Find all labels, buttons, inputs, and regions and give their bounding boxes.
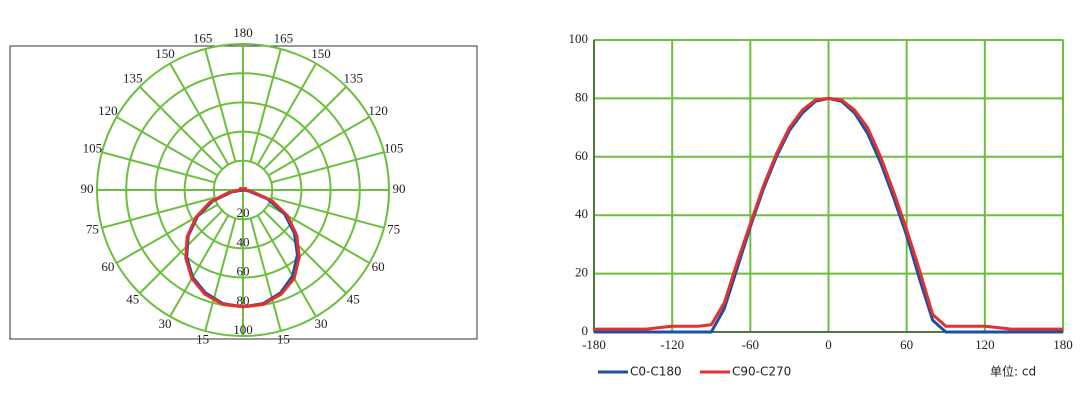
polar-spoke — [139, 86, 224, 171]
x-tick-label: -180 — [582, 337, 606, 352]
angle-label: 45 — [126, 291, 139, 306]
x-tick-label: 60 — [900, 337, 913, 352]
angle-label: 15 — [277, 332, 290, 347]
polar-spoke — [116, 116, 219, 177]
angle-label: 120 — [98, 103, 118, 118]
y-tick-label: 20 — [575, 265, 588, 280]
angle-label: 30 — [159, 316, 172, 331]
x-tick-label: 120 — [975, 337, 995, 352]
angle-label: 75 — [86, 221, 99, 236]
radial-label: 100 — [233, 322, 253, 337]
angle-label: 105 — [83, 141, 103, 156]
angle-label: 15 — [196, 332, 209, 347]
radial-label: 60 — [237, 264, 250, 279]
polar-spoke — [204, 217, 237, 332]
polar-spoke — [270, 151, 385, 184]
polar-spoke — [249, 217, 282, 332]
angle-label: 135 — [123, 71, 143, 86]
y-tick-label: 0 — [582, 323, 589, 338]
angle-label: 180 — [233, 25, 253, 40]
polar-spoke — [169, 214, 230, 317]
angle-label: 135 — [344, 71, 364, 86]
legend-label: C0-C180 — [630, 365, 682, 379]
x-tick-label: 0 — [825, 337, 832, 352]
x-tick-label: -60 — [742, 337, 759, 352]
polar-spoke — [270, 196, 385, 229]
y-tick-label: 40 — [575, 206, 588, 221]
polar-spoke — [262, 209, 347, 294]
angle-label: 165 — [274, 30, 294, 45]
polar-spoke — [262, 86, 347, 171]
radial-label: 80 — [237, 293, 250, 308]
polar-spoke — [204, 48, 237, 163]
angle-label: 150 — [155, 46, 175, 61]
y-tick-label: 80 — [575, 89, 588, 104]
angle-label: 60 — [101, 259, 114, 274]
polar-spoke — [101, 196, 216, 229]
radial-label: 40 — [237, 234, 250, 249]
polar-spoke — [139, 209, 224, 294]
x-tick-label: 180 — [1053, 337, 1073, 352]
angle-label: 45 — [347, 291, 360, 306]
polar-spoke — [256, 63, 317, 166]
radial-label: 20 — [237, 205, 250, 220]
polar-spoke — [256, 214, 317, 317]
polar-spoke — [169, 63, 230, 166]
angle-label: 30 — [315, 316, 328, 331]
polar-spoke — [101, 151, 216, 184]
polar-spoke — [249, 48, 282, 163]
angle-label: 90 — [393, 181, 406, 196]
angle-label: 120 — [368, 103, 388, 118]
legend-label: C90-C270 — [732, 365, 791, 379]
polar-spoke — [267, 116, 370, 177]
polar-curve — [184, 186, 301, 309]
angle-label: 105 — [384, 141, 404, 156]
unit-label: 单位: cd — [990, 364, 1036, 379]
angle-label: 90 — [81, 181, 94, 196]
angle-label: 75 — [387, 221, 400, 236]
series-line — [594, 96, 1063, 331]
y-tick-label: 100 — [569, 31, 589, 46]
x-tick-label: -120 — [660, 337, 684, 352]
angle-label: 150 — [311, 46, 331, 61]
angle-label: 60 — [372, 259, 385, 274]
angle-label: 165 — [193, 30, 213, 45]
y-tick-label: 60 — [575, 148, 588, 163]
